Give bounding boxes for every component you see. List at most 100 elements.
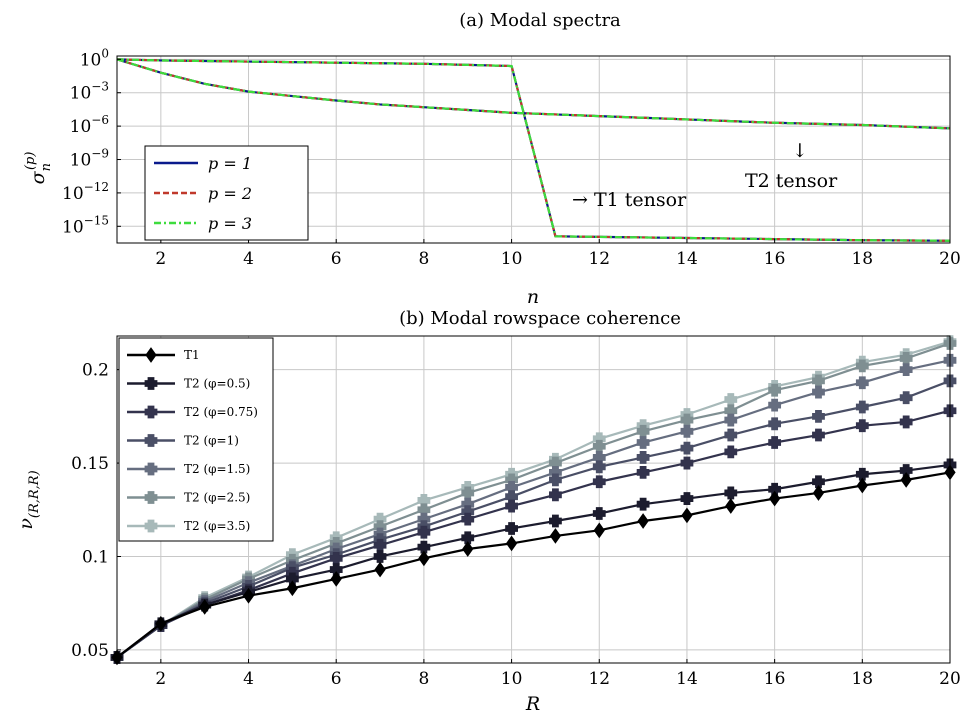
panel-a-y-tick-label: 10−3 [70, 80, 109, 104]
panel-b-data-point [505, 535, 518, 552]
panel-b-title: (b) Modal rowspace coherence [399, 308, 681, 329]
panel-b-data-point [636, 497, 650, 511]
panel-b-data-point [418, 550, 430, 567]
panel-b-data-point [505, 499, 518, 513]
panel-b-data-point [725, 498, 737, 514]
panel-a-modal-spectra: (a) Modal spectra 2 4 6 8 10 12 14 16 18 20 10010… [23, 10, 961, 308]
panel-b-data-point [855, 359, 869, 373]
annotation-t1-tensor: → T1 tensor [572, 189, 687, 211]
panel-b-data-point [155, 615, 167, 632]
panel-b-y-tick-label: 0.1 [82, 547, 109, 567]
curve-t2-p3 [116, 58, 951, 130]
panel-b-legend-marker [144, 491, 158, 504]
panel-b-data-point [724, 428, 738, 442]
panel-b-data-point [812, 385, 825, 399]
panel-b-legend-label: T2 (φ=0.5) [184, 377, 250, 391]
panel-b-data-point [899, 415, 913, 429]
panel-a-axes-frame [116, 55, 951, 244]
panel-b-x-ticks: 2 4 6 8 10 12 14 16 18 20 [155, 659, 961, 689]
panel-b-data-point [724, 393, 738, 406]
panel-b-series-line-2 [116, 409, 951, 659]
panel-b-series [110, 335, 957, 666]
panel-b-x-tick-label: 18 [851, 669, 873, 689]
panel-a-y-tick-label: 100 [80, 46, 109, 70]
panel-b-data-point [199, 599, 211, 615]
panel-a-y-tick-label: 10−15 [62, 213, 109, 237]
panel-b-legend-marker [145, 347, 157, 363]
panel-b-data-point [899, 391, 913, 405]
panel-b-data-point [549, 473, 562, 487]
panel-b-data-point [374, 561, 386, 578]
panel-a-x-tick-label: 6 [331, 249, 342, 269]
panel-b-data-point [505, 522, 518, 535]
panel-b-legend-label: T2 (φ=1) [184, 434, 239, 448]
panel-b-data-point [417, 525, 431, 539]
panel-b-legend-label: T2 (φ=1.5) [184, 462, 250, 476]
panel-b-data-point [768, 436, 782, 449]
panel-b-data-point [812, 428, 825, 442]
panel-b-series-line-5 [116, 342, 951, 659]
panel-a-legend: p = 1 p = 2 p = 3 [144, 145, 309, 241]
panel-b-data-point [592, 475, 606, 489]
panel-b-data-point [286, 580, 298, 597]
panel-b-y-label: ν(R,R,R) [15, 470, 42, 529]
panel-b-data-point [899, 363, 913, 377]
panel-b-legend-marker [144, 405, 158, 419]
curve-t2-p1 [116, 58, 951, 130]
panel-b-data-point [768, 417, 782, 431]
panel-b-legend-marker [144, 519, 158, 533]
panel-b-series-line-0 [116, 471, 951, 659]
panel-b-legend-marker [144, 377, 158, 390]
panel-a-x-tick-label: 2 [155, 249, 166, 269]
panel-b-legend-label: T1 [184, 348, 200, 362]
panel-b-x-tick-label: 8 [418, 669, 429, 689]
panel-b-data-point [417, 540, 431, 554]
panel-b-data-point [549, 528, 562, 544]
panel-b-series-line-6 [116, 340, 951, 659]
panel-b-axes-frame [116, 335, 951, 664]
panel-b-legend-label: T2 (φ=3.5) [184, 519, 250, 533]
panel-a-y-label: σn(p) [23, 152, 54, 185]
panel-a-y-ticks: 100 10−3 10−6 10−9 10−12 10−15 [62, 46, 121, 237]
panel-b-data-point [636, 451, 650, 464]
curve-t2-p2 [116, 58, 951, 130]
panel-b-data-point [593, 522, 605, 539]
panel-b-legend-marker [144, 434, 158, 447]
panel-b-data-point [680, 441, 694, 455]
panel-b-x-tick-label: 12 [588, 669, 610, 689]
panel-b-y-ticks: 0.05 0.1 0.15 0.2 [71, 361, 121, 661]
panel-b-data-point [812, 475, 825, 489]
panel-b-legend-label: T2 (φ=2.5) [184, 491, 250, 505]
panel-b-data-point [636, 466, 650, 479]
svg-text:ν(R,R,R): ν(R,R,R) [15, 470, 42, 529]
panel-a-x-tick-label: 4 [243, 249, 254, 269]
panel-b-data-point [768, 383, 782, 397]
panel-a-x-tick-label: 14 [676, 249, 698, 269]
panel-b-data-point [812, 485, 825, 501]
annotation-down-arrow: ↓ [792, 140, 808, 162]
panel-b-data-point [680, 492, 694, 505]
panel-b-data-point [855, 400, 869, 414]
annotation-t2-tensor: T2 tensor [745, 170, 838, 192]
panel-b-data-point [373, 550, 387, 563]
panel-b-data-point [855, 376, 869, 390]
panel-a-y-tick-label: 10−9 [70, 147, 109, 171]
panel-a-x-tick-label: 8 [418, 249, 429, 269]
panel-b-data-point [592, 460, 606, 474]
panel-b-data-point [681, 507, 693, 524]
panel-b-data-point [637, 513, 649, 529]
panel-b-data-point [680, 456, 694, 470]
panel-b-data-point [462, 541, 474, 557]
panel-b-y-tick-label: 0.05 [71, 641, 109, 661]
panel-b-series-line-1 [116, 463, 951, 659]
panel-a-x-label: n [527, 286, 539, 308]
panel-b-legend: T1 T2 (φ=0.5) T2 (φ=0.75) T2 (φ=1) T2 (φ=1.5… [118, 337, 274, 542]
panel-a-legend-label: p = 1 [208, 154, 252, 173]
panel-b-data-point [900, 472, 912, 488]
panel-a-x-tick-label: 20 [939, 249, 961, 269]
panel-b-data-point [812, 409, 825, 423]
panel-b-modal-rowspace-coherence: (b) Modal rowspace coherence 2 4 6 8 10 12 14 1… [15, 308, 961, 715]
panel-a-y-tick-label: 10−12 [62, 180, 109, 204]
panel-b-x-tick-label: 20 [939, 669, 961, 689]
